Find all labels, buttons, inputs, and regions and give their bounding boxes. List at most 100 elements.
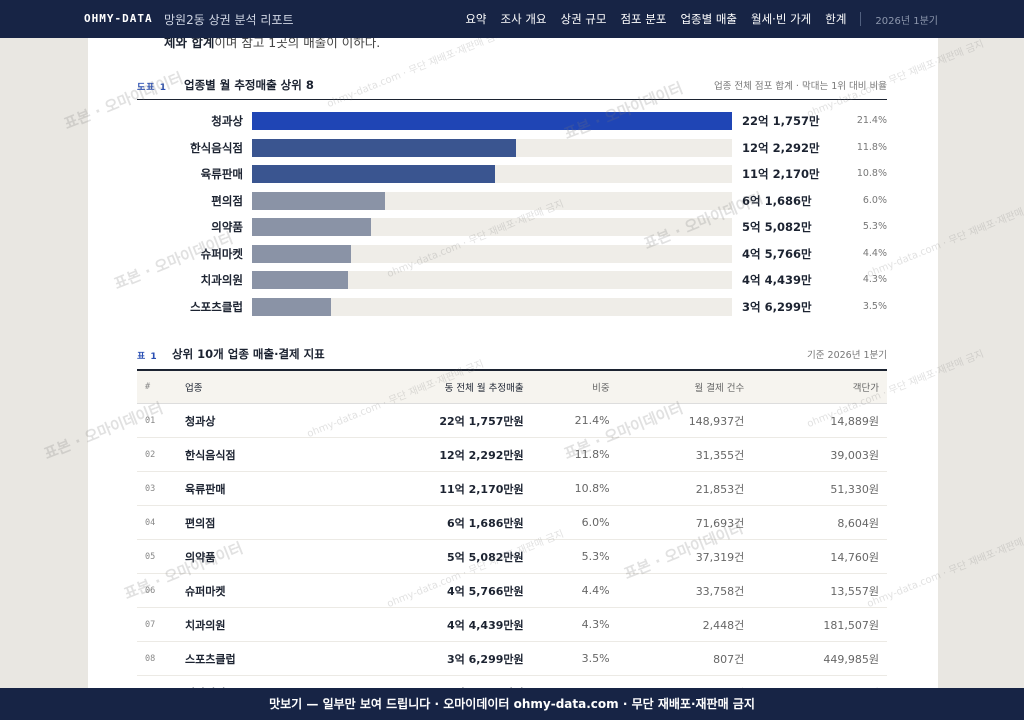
row-industry: 일반의원: [177, 675, 343, 688]
row-share: 11.8%: [531, 437, 618, 472]
bar-track: [252, 271, 732, 289]
row-rank: 05: [137, 539, 177, 574]
top-navbar: OHMY-DATA 망원2동 상권 분석 리포트 요약 조사 개요 상권 규모 …: [0, 0, 1024, 38]
bar-value: 3억 6,299만: [742, 299, 812, 314]
nav-sales-by-industry[interactable]: 업종별 매출: [680, 12, 738, 26]
bar-track: [252, 112, 732, 130]
row-share: 6.0%: [531, 505, 618, 540]
nav-survey-overview[interactable]: 조사 개요: [500, 12, 547, 26]
bar-value: 6억 1,686만: [742, 193, 812, 208]
bar-track: [252, 191, 732, 210]
row-rank: 09: [137, 675, 177, 688]
bar-row: 편의점 6억 1,686만 6.0%: [137, 191, 887, 210]
row-avg-price: 449,985원: [752, 641, 887, 676]
bar-row: 스포츠클럽 3억 6,299만 3.5%: [137, 297, 887, 316]
bar-fill: [252, 138, 517, 157]
bar-label: 치과의원: [200, 273, 243, 287]
bar-fill: [252, 112, 732, 130]
table-title: 상위 10개 업종 매출·결제 지표: [172, 347, 325, 361]
nav-store-distribution[interactable]: 점포 분포: [620, 12, 667, 26]
col-payment-count: 월 결제 건수: [617, 371, 753, 404]
row-rank: 06: [137, 573, 177, 608]
bar-track: [252, 297, 732, 316]
table-row: 05 의약품 5억 5,082만원 5.3% 37,319건 14,760원: [137, 539, 887, 574]
industry-table: # 업종 동 전체 월 추정매출 비중 월 결제 건수 객단가 01 청과상 22억…: [137, 371, 887, 688]
intro-bold: 제와 합계: [164, 38, 215, 50]
nav-summary[interactable]: 요약: [465, 12, 487, 26]
col-industry: 업종: [177, 371, 343, 404]
period-label: 2026년 1분기: [875, 15, 938, 27]
nav-divider: [860, 12, 862, 26]
bar-fill: [252, 218, 372, 236]
preview-banner: 맛보기 — 일부만 보여 드립니다 · 오마이데이터 ohmy-data.com…: [0, 688, 1024, 720]
bar-label: 육류판매: [200, 167, 243, 181]
figure-note: 업종 전체 점포 합계 · 막대는 1위 대비 비율: [713, 81, 887, 92]
bar-row: 치과의원 4억 4,439만 4.3%: [137, 271, 887, 289]
nav-limitations[interactable]: 한계: [825, 12, 847, 26]
bar-share: 11.8%: [856, 141, 887, 153]
table-label: 표 1: [137, 352, 158, 362]
bar-label: 스포츠클럽: [190, 299, 243, 314]
row-industry: 의약품: [177, 539, 343, 574]
row-rank: 08: [137, 641, 177, 676]
row-rank: 04: [137, 505, 177, 540]
table-note: 기준 2026년 1분기: [807, 350, 887, 361]
row-industry: 육류판매: [177, 471, 343, 506]
row-sales: 5억 5,082만원: [343, 539, 532, 574]
row-sales: 12억 2,292만원: [343, 437, 532, 472]
col-share: 비중: [531, 371, 618, 404]
bar-fill: [252, 297, 331, 316]
row-sales: 11억 2,170만원: [343, 471, 532, 506]
bar-value: 4억 5,766만: [742, 246, 812, 261]
bar-row: 한식음식점 12억 2,292만 11.8%: [137, 138, 887, 157]
row-payment-count: 148,937건: [617, 403, 753, 438]
row-payment-count: 71,693건: [617, 505, 753, 540]
row-sales: 3억 6,299만원: [343, 641, 532, 676]
row-sales: 3억 0,000만원: [343, 675, 532, 688]
nav-rent-vacancy[interactable]: 월세·빈 가게: [751, 12, 812, 26]
row-industry: 한식음식점: [177, 437, 343, 472]
bar-value: 4억 4,439만: [742, 273, 812, 287]
bar-label: 청과상: [211, 114, 243, 128]
row-payment-count: 0건: [617, 675, 753, 688]
figure-label: 도표 1: [137, 83, 167, 93]
row-share: 4.4%: [531, 573, 618, 608]
row-avg-price: 14,760원: [752, 539, 887, 574]
row-share: 21.4%: [531, 403, 618, 438]
bar-share: 3.5%: [862, 300, 887, 312]
table-row: 02 한식음식점 12억 2,292만원 11.8% 31,355건 39,003원: [137, 437, 887, 472]
bar-chart: 청과상 22억 1,757만 21.4% 한식음식점 12억 2,292만 11.8% 육류…: [137, 112, 887, 324]
bar-value: 11억 2,170만: [742, 167, 820, 181]
row-rank: 01: [137, 403, 177, 438]
bar-value: 22억 1,757만: [742, 114, 820, 128]
row-industry: 스포츠클럽: [177, 641, 343, 676]
bar-label: 슈퍼마켓: [200, 246, 243, 261]
table-row: 07 치과의원 4억 4,439만원 4.3% 2,448건 181,507원: [137, 607, 887, 642]
table-row: 08 스포츠클럽 3억 6,299만원 3.5% 807건 449,985원: [137, 641, 887, 676]
table-row: 06 슈퍼마켓 4억 5,766만원 4.4% 33,758건 13,557원: [137, 573, 887, 608]
nav-market-size[interactable]: 상권 규모: [560, 12, 607, 26]
bar-share: 6.0%: [862, 194, 887, 206]
bar-value: 12억 2,292만: [742, 140, 820, 155]
row-avg-price: 14,889원: [752, 403, 887, 438]
col-rank: #: [137, 371, 177, 404]
bar-fill: [252, 244, 351, 263]
bar-share: 4.3%: [862, 274, 887, 285]
row-payment-count: 21,853건: [617, 471, 753, 506]
row-avg-price: 51,330원: [752, 471, 887, 506]
nav-links: 요약 조사 개요 상권 규모 점포 분포 업종별 매출 월세·빈 가게 한계 2…: [465, 0, 1024, 38]
row-payment-count: 2,448건: [617, 607, 753, 642]
row-industry: 슈퍼마켓: [177, 573, 343, 608]
row-share: 2.9%: [531, 675, 618, 688]
row-industry: 청과상: [177, 403, 343, 438]
bar-label: 의약품: [211, 220, 243, 234]
bar-row: 의약품 5억 5,082만 5.3%: [137, 218, 887, 236]
row-payment-count: 807건: [617, 641, 753, 676]
row-sales: 6억 1,686만원: [343, 505, 532, 540]
row-sales: 4억 4,439만원: [343, 607, 532, 642]
site-logo[interactable]: OHMY-DATA: [84, 12, 153, 25]
bar-fill: [252, 271, 348, 289]
bar-fill: [252, 165, 495, 183]
row-avg-price: 8,604원: [752, 505, 887, 540]
row-payment-count: 33,758건: [617, 573, 753, 608]
